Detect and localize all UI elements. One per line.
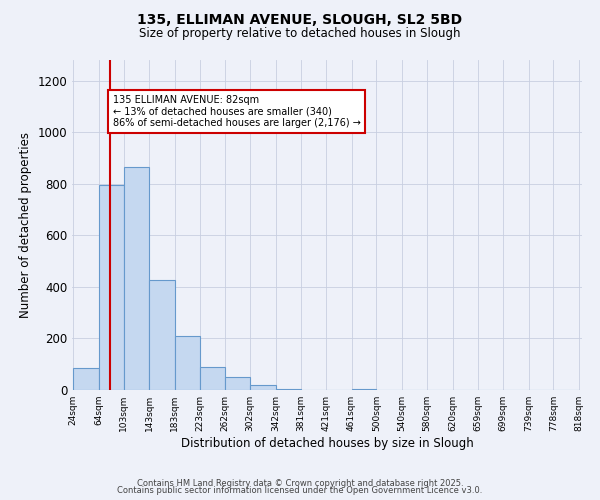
Text: 135, ELLIMAN AVENUE, SLOUGH, SL2 5BD: 135, ELLIMAN AVENUE, SLOUGH, SL2 5BD [137, 12, 463, 26]
X-axis label: Distribution of detached houses by size in Slough: Distribution of detached houses by size … [181, 437, 473, 450]
Bar [124, 167, 149, 390]
Bar [175, 336, 200, 390]
Text: Contains public sector information licensed under the Open Government Licence v3: Contains public sector information licen… [118, 486, 482, 495]
Text: 135 ELLIMAN AVENUE: 82sqm
← 13% of detached houses are smaller (340)
86% of semi: 135 ELLIMAN AVENUE: 82sqm ← 13% of detac… [113, 95, 361, 128]
Text: Contains HM Land Registry data © Crown copyright and database right 2025.: Contains HM Land Registry data © Crown c… [137, 478, 463, 488]
Y-axis label: Number of detached properties: Number of detached properties [19, 132, 32, 318]
Text: Size of property relative to detached houses in Slough: Size of property relative to detached ho… [139, 28, 461, 40]
Bar [276, 388, 301, 390]
Bar [149, 280, 175, 390]
Bar [99, 185, 124, 390]
Bar [200, 367, 225, 390]
Bar [250, 385, 276, 390]
Bar [73, 368, 99, 390]
Bar [225, 376, 250, 390]
